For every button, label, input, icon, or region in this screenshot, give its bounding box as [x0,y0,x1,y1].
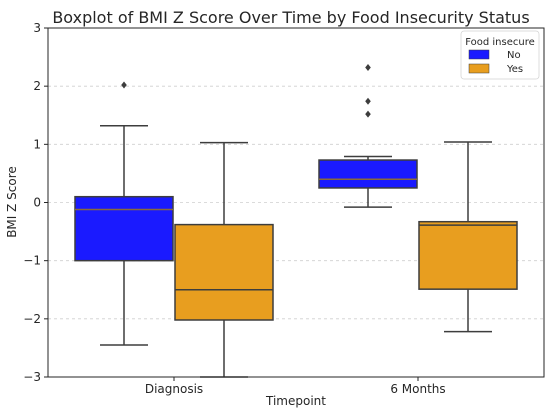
legend-swatch-no [468,49,490,60]
box-iqr [418,220,518,290]
outlier-point [121,81,127,89]
y-tick-label: 0 [33,196,41,210]
box-no-6-months [318,64,418,208]
box-no-diagnosis [74,81,174,346]
y-tick-label: −1 [23,254,41,268]
box-yes-diagnosis [174,141,274,378]
x-axis: Diagnosis 6 Months [145,377,446,396]
y-tick-label: 1 [33,137,41,151]
y-tick-label: −3 [23,370,41,384]
legend-label-yes: Yes [506,64,523,75]
grid-layer [48,85,544,320]
outlier-point [365,64,371,72]
outlier-point [365,97,371,105]
x-tick-label: Diagnosis [145,382,203,396]
y-tick-label: −2 [23,312,41,326]
y-axis: −3 −2 −1 0 1 2 3 [23,21,48,384]
box-iqr [174,223,274,321]
x-axis-label: Timepoint [265,394,326,408]
box-iqr [74,195,174,262]
x-tick-label: 6 Months [390,382,445,396]
box-layer [74,64,518,378]
box-yes-6-months [418,141,518,333]
box-iqr [318,159,418,189]
chart-title: Boxplot of BMI Z Score Over Time by Food… [52,8,529,27]
legend-title: Food insecure [465,37,535,48]
y-tick-label: 2 [33,79,41,93]
legend-label-no: No [507,50,521,61]
outlier-point [365,110,371,118]
y-axis-label: BMI Z Score [5,166,19,238]
y-tick-label: 3 [33,21,41,35]
legend-swatch-yes [468,63,490,74]
legend: Food insecure No Yes [460,30,540,80]
